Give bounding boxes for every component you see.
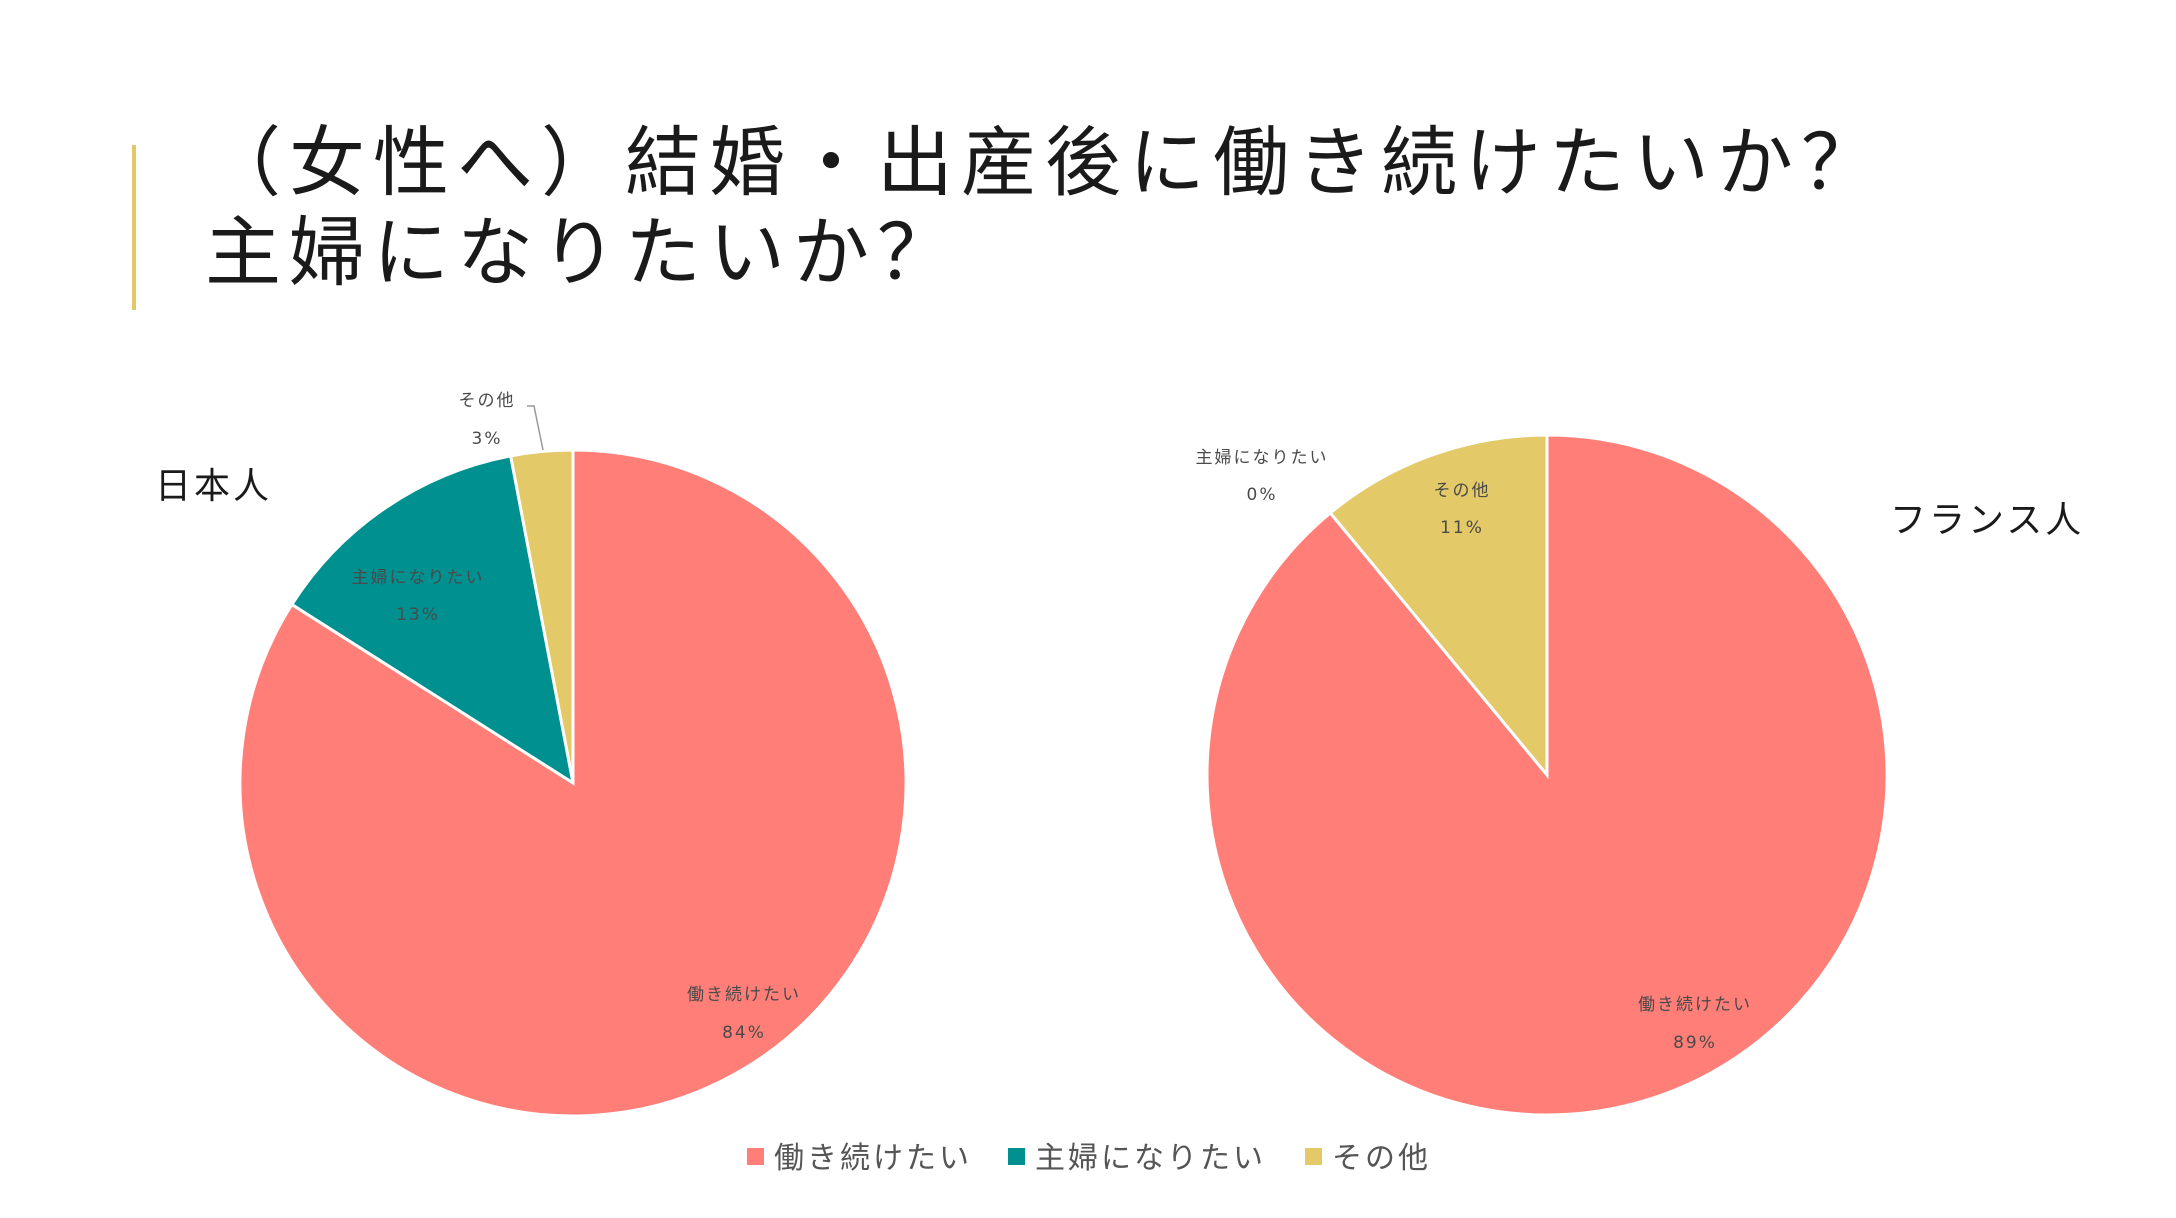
label-japan-housewife-name: 主婦になりたい (352, 568, 485, 588)
slide-title: （女性へ）結婚・出産後に働き続けたいか？ 主婦になりたいか？ (205, 118, 2165, 298)
chart-title-japan: 日本人 (155, 466, 272, 507)
chart-title-france: フランス人 (1890, 500, 2084, 541)
pie-slice-japan-housewife (289, 454, 576, 787)
label-france-housewife-value: 0% (1247, 485, 1278, 505)
title-line-2: 主婦になりたいか？ (205, 208, 961, 297)
label-france-other-name: その他 (1434, 481, 1491, 501)
label-france-work-name: 働き続けたい (1638, 995, 1752, 1015)
title-line-1: （女性へ）結婚・出産後に働き続けたいか？ (205, 118, 1885, 207)
label-japan-other-name: その他 (459, 391, 516, 411)
label-japan-housewife-value: 13% (396, 605, 440, 625)
pie-chart-france (1205, 433, 1889, 1117)
label-france-other-value: 11% (1440, 518, 1484, 538)
label-france-housewife-name: 主婦になりたい (1196, 448, 1329, 468)
pie-slice-france-work (1205, 433, 1889, 1117)
label-japan-other-value: 3% (472, 429, 503, 449)
legend-swatch-work (747, 1148, 764, 1165)
legend-label-work: 働き続けたい (774, 1141, 972, 1176)
legend-label-other: その他 (1332, 1141, 1431, 1176)
label-france-work-value: 89% (1673, 1033, 1717, 1053)
pie-slice-japan-work (238, 448, 908, 1118)
legend-swatch-housewife (1008, 1148, 1025, 1165)
pie-chart-japan (238, 448, 908, 1118)
chart-legend: 働き続けたい 主婦になりたい その他 (747, 1141, 1431, 1176)
label-japan-work-name: 働き続けたい (687, 985, 801, 1005)
legend-swatch-other (1305, 1148, 1322, 1165)
pie-slice-france-other (1328, 433, 1549, 780)
leader-line-japan-other (527, 405, 544, 451)
label-japan-work-value: 84% (722, 1023, 766, 1043)
legend-label-housewife: 主婦になりたい (1035, 1141, 1266, 1176)
title-accent-bar (132, 145, 136, 310)
